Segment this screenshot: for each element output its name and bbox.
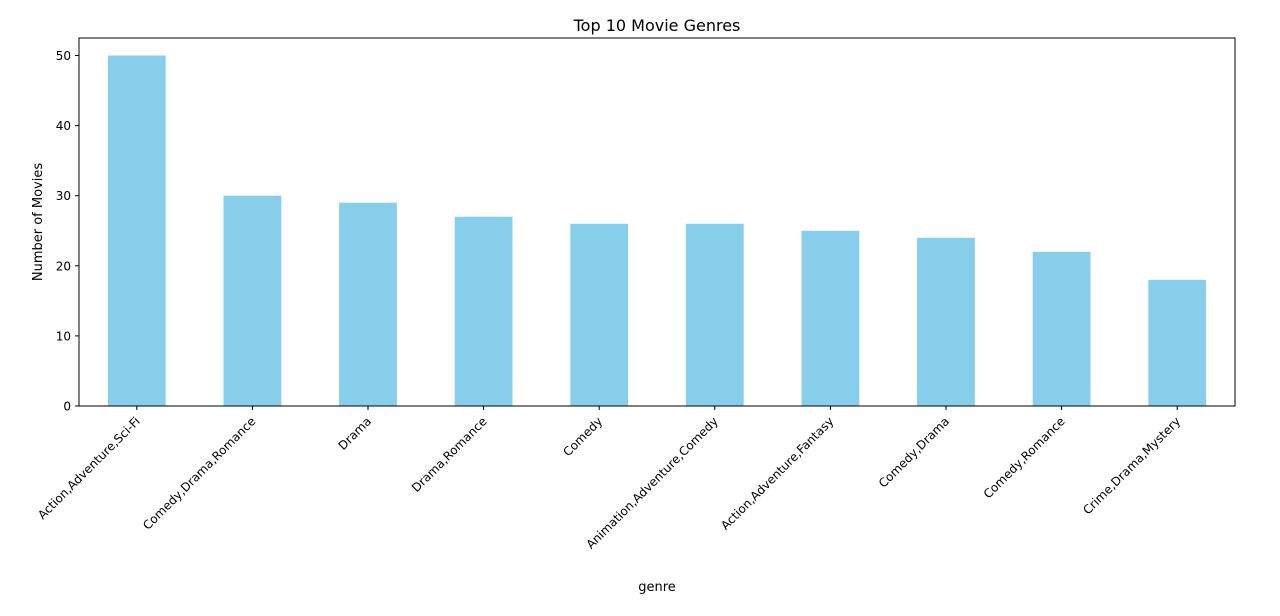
bar-2	[339, 202, 397, 406]
bar-0	[107, 55, 166, 407]
y-axis: 0 10 20 30 40 50	[56, 49, 79, 414]
bar-9	[1148, 279, 1207, 406]
bar-4	[570, 223, 629, 406]
y-tick-label: 10	[56, 329, 71, 343]
y-axis-label: Number of Movies	[31, 163, 46, 281]
bar-3	[454, 216, 513, 406]
y-tick-label: 40	[56, 119, 71, 133]
y-tick-label: 30	[56, 189, 71, 203]
plot-frame	[78, 37, 1236, 407]
y-tick-label: 50	[56, 49, 71, 63]
bar-8	[1032, 251, 1091, 406]
bar-5	[685, 223, 744, 406]
bar-1	[223, 195, 282, 406]
chart-title: Top 10 Movie Genres	[573, 16, 741, 35]
bar-7	[917, 237, 975, 406]
x-axis-label: genre	[638, 580, 676, 595]
y-tick-label: 20	[56, 259, 71, 273]
bar-6	[801, 230, 860, 406]
bars-layer	[107, 55, 1207, 407]
y-tick-label: 0	[63, 400, 71, 414]
